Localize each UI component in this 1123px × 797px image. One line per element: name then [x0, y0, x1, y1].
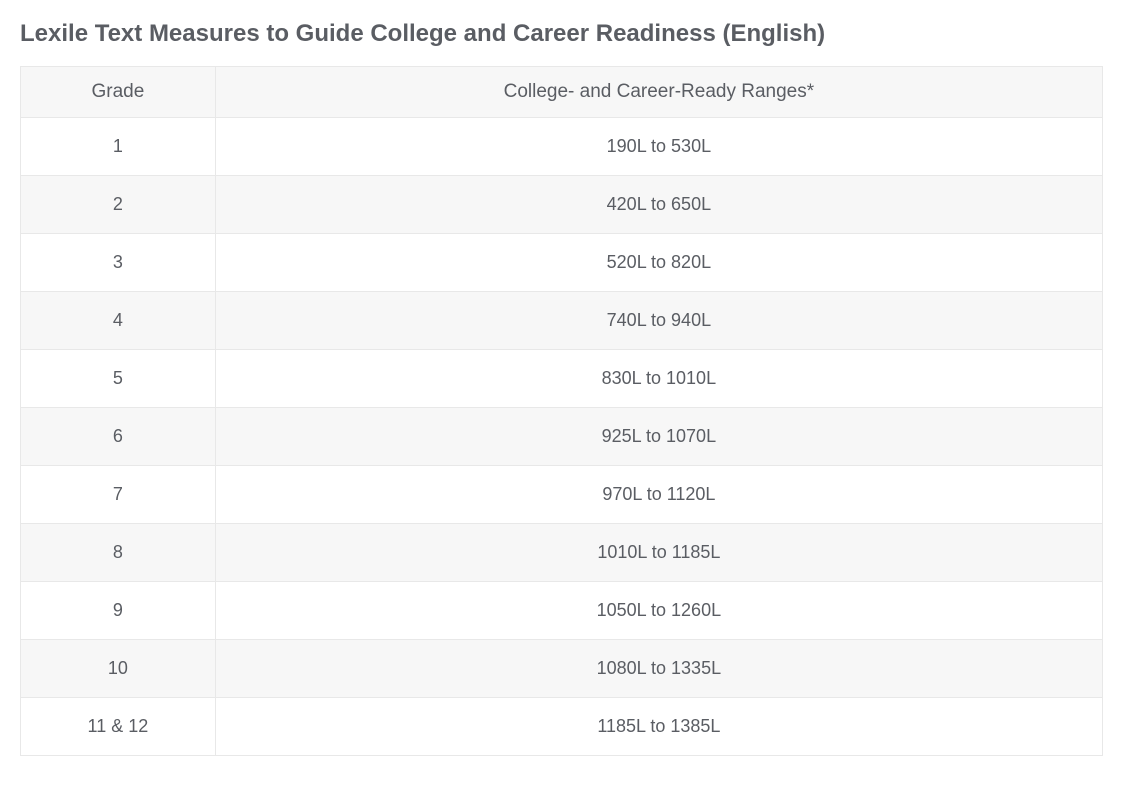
table-row: 4 740L to 940L	[21, 292, 1103, 350]
lexile-table: Grade College- and Career-Ready Ranges* …	[20, 66, 1103, 756]
cell-grade: 1	[21, 118, 216, 176]
cell-grade: 6	[21, 408, 216, 466]
cell-grade: 8	[21, 524, 216, 582]
table-row: 8 1010L to 1185L	[21, 524, 1103, 582]
cell-grade: 2	[21, 176, 216, 234]
table-body: 1 190L to 530L 2 420L to 650L 3 520L to …	[21, 118, 1103, 756]
table-header-row: Grade College- and Career-Ready Ranges*	[21, 67, 1103, 118]
cell-grade: 3	[21, 234, 216, 292]
cell-range: 970L to 1120L	[215, 466, 1102, 524]
cell-grade: 10	[21, 640, 216, 698]
cell-grade: 5	[21, 350, 216, 408]
cell-range: 1010L to 1185L	[215, 524, 1102, 582]
cell-range: 1185L to 1385L	[215, 698, 1102, 756]
cell-grade: 9	[21, 582, 216, 640]
cell-range: 740L to 940L	[215, 292, 1102, 350]
cell-grade: 4	[21, 292, 216, 350]
table-row: 7 970L to 1120L	[21, 466, 1103, 524]
column-header-range: College- and Career-Ready Ranges*	[215, 67, 1102, 118]
cell-range: 520L to 820L	[215, 234, 1102, 292]
table-row: 6 925L to 1070L	[21, 408, 1103, 466]
cell-range: 925L to 1070L	[215, 408, 1102, 466]
table-row: 5 830L to 1010L	[21, 350, 1103, 408]
cell-range: 830L to 1010L	[215, 350, 1102, 408]
page-container: Lexile Text Measures to Guide College an…	[20, 20, 1103, 756]
table-row: 2 420L to 650L	[21, 176, 1103, 234]
page-title: Lexile Text Measures to Guide College an…	[20, 20, 1103, 48]
table-row: 1 190L to 530L	[21, 118, 1103, 176]
table-row: 3 520L to 820L	[21, 234, 1103, 292]
cell-range: 1050L to 1260L	[215, 582, 1102, 640]
table-row: 10 1080L to 1335L	[21, 640, 1103, 698]
cell-grade: 11 & 12	[21, 698, 216, 756]
cell-range: 1080L to 1335L	[215, 640, 1102, 698]
column-header-grade: Grade	[21, 67, 216, 118]
cell-grade: 7	[21, 466, 216, 524]
cell-range: 420L to 650L	[215, 176, 1102, 234]
table-header: Grade College- and Career-Ready Ranges*	[21, 67, 1103, 118]
cell-range: 190L to 530L	[215, 118, 1102, 176]
table-row: 9 1050L to 1260L	[21, 582, 1103, 640]
table-row: 11 & 12 1185L to 1385L	[21, 698, 1103, 756]
